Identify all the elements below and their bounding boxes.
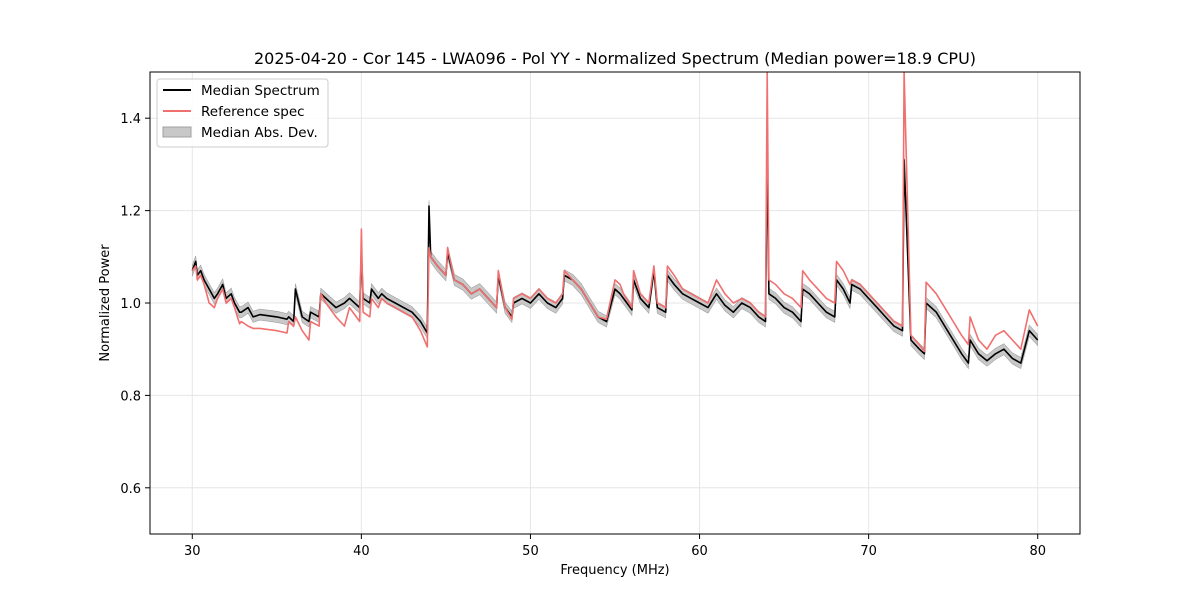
x-tick-label: 40 xyxy=(353,544,370,559)
legend-label-median: Median Spectrum xyxy=(201,83,320,99)
chart-title: 2025-04-20 - Cor 145 - LWA096 - Pol YY -… xyxy=(254,49,976,68)
x-tick-label: 50 xyxy=(522,544,539,559)
legend-box xyxy=(156,78,329,148)
legend-label-reference: Reference spec xyxy=(201,104,305,120)
y-axis-label: Normalized Power xyxy=(98,244,113,362)
y-tick-label: 1.2 xyxy=(120,205,141,220)
legend: Median Spectrum Reference spec Median Ab… xyxy=(156,78,329,148)
legend-label-mad: Median Abs. Dev. xyxy=(201,125,318,141)
reference-spectrum-line xyxy=(191,72,1039,353)
y-tick-label: 0.6 xyxy=(120,482,141,497)
y-tick-label: 1.4 xyxy=(120,112,141,127)
x-tick-label: 60 xyxy=(691,544,708,559)
axis-ticks: 30 40 50 60 70 80 0.6 0.8 1.0 1.2 1.4 xyxy=(120,112,1046,559)
x-tick-label: 70 xyxy=(860,544,877,559)
x-axis-label: Frequency (MHz) xyxy=(560,563,669,578)
legend-swatch-mad xyxy=(162,126,192,138)
x-tick-label: 30 xyxy=(184,544,201,559)
series-group xyxy=(191,72,1039,370)
plot-area xyxy=(191,72,1039,370)
y-tick-label: 0.8 xyxy=(120,389,141,404)
y-tick-label: 1.0 xyxy=(120,297,141,312)
x-tick-label: 80 xyxy=(1029,544,1046,559)
